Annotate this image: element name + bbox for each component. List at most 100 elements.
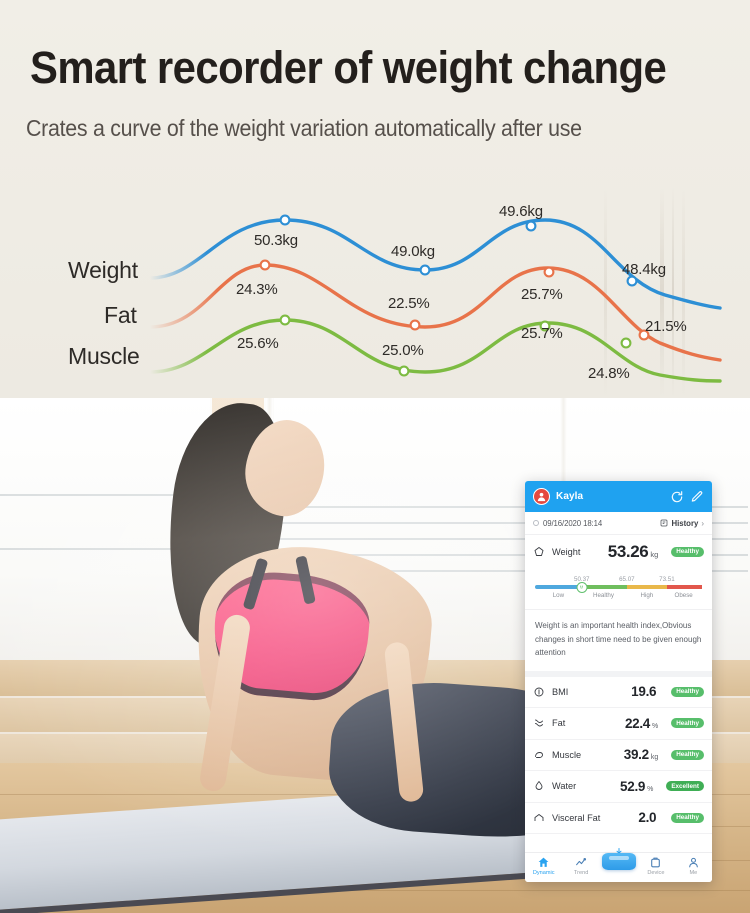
range-segment-healthy (581, 585, 627, 589)
clock-icon (533, 520, 539, 526)
nav-item-device[interactable]: Device (637, 856, 674, 876)
background-streak (682, 185, 685, 398)
photo-blind-slat (0, 494, 206, 496)
trend-icon (575, 856, 588, 869)
visceral-fat-icon (533, 812, 545, 824)
range-name-low: Low (552, 592, 565, 599)
nav-item-me[interactable]: Me (675, 856, 712, 876)
water-icon (533, 780, 545, 792)
metric-value-group: 39.2 kg (624, 747, 658, 762)
metric-unit: % (652, 722, 659, 730)
datapoint-label-weight-4: 48.4kg (622, 261, 666, 278)
app-bottom-nav: Dynamic Trend Device (525, 848, 712, 882)
page-title: Smart recorder of weight change (30, 42, 667, 93)
refresh-icon[interactable] (670, 490, 684, 504)
datapoint-label-fat-3: 25.7% (521, 286, 563, 303)
range-name-row: Low Healthy High Obese (535, 592, 702, 602)
metric-label: Muscle (552, 749, 582, 760)
metric-value: 39.2 (623, 747, 649, 763)
datapoint-label-weight-2: 49.0kg (391, 243, 435, 260)
metric-row-fat[interactable]: Fat 22.4 % Healthy (525, 708, 712, 740)
weight-unit: kg (650, 549, 659, 559)
hero-section: Smart recorder of weight change Crates a… (0, 0, 750, 398)
app-header: Kayla (525, 481, 712, 512)
person-icon (687, 856, 700, 869)
series-label-fat: Fat (104, 302, 137, 328)
metric-value: 22.4 (624, 715, 651, 731)
datapoint-label-muscle-4: 24.8% (588, 365, 630, 382)
series-label-muscle: Muscle (68, 343, 140, 369)
pencil-icon[interactable] (690, 490, 704, 504)
range-segment-high (626, 585, 667, 589)
device-icon (649, 856, 662, 869)
weight-range-bar: 50.37 65.07 73.51 Low Healthy High Obese (525, 568, 712, 610)
background-streak (660, 185, 664, 398)
avatar[interactable] (533, 488, 550, 505)
metric-unit: % (647, 785, 654, 793)
range-name-obese: Obese (674, 592, 693, 599)
nav-label: Me (689, 870, 698, 876)
photo-blind-slat (0, 548, 206, 550)
app-date-row: 09/16/2020 18:14 History › (525, 512, 712, 535)
metric-label: Fat (552, 718, 566, 729)
metric-value-group: 52.9 % (620, 779, 653, 794)
datapoint-label-weight-1: 50.3kg (254, 232, 298, 249)
range-tick-0: 50.37 (574, 576, 590, 583)
chevron-right-icon: › (701, 518, 704, 528)
range-tick-row: 50.37 65.07 73.51 (535, 576, 702, 585)
fat-icon (533, 717, 545, 729)
status-badge: Excellent (666, 781, 704, 792)
nav-item-trend[interactable]: Trend (562, 856, 599, 876)
metric-value-group: 2.0 (638, 810, 658, 825)
metric-value: 19.6 (631, 684, 657, 700)
metric-label: Visceral Fat (552, 812, 601, 823)
background-streak (672, 185, 674, 398)
nav-label: Trend (573, 870, 589, 876)
photo-blind-slat (278, 554, 748, 556)
range-bar-track[interactable] (535, 581, 702, 593)
app-date: 09/16/2020 18:14 (543, 518, 603, 528)
scale-icon (601, 853, 636, 870)
metric-row-water[interactable]: Water 52.9 % Excellent (525, 771, 712, 803)
range-name-high: High (640, 592, 654, 599)
smiley-marker-icon[interactable] (576, 581, 588, 593)
metric-row-bmi[interactable]: BMI 19.6 Healthy (525, 676, 712, 708)
datapoint-label-fat-1: 24.3% (236, 281, 278, 298)
weight-icon (533, 546, 545, 558)
metric-label: Water (552, 781, 577, 792)
chart-curves (148, 214, 722, 383)
metric-row-visceral-fat[interactable]: Visceral Fat 2.0 Healthy (525, 802, 712, 834)
metric-value-group: 22.4 % (625, 716, 658, 731)
status-badge: Healthy (671, 546, 704, 557)
background-streak (604, 185, 607, 398)
weight-value-group: 53.26 kg (608, 542, 658, 562)
history-button[interactable]: History › (660, 519, 704, 528)
weight-row[interactable]: Weight 53.26 kg Healthy (525, 535, 712, 568)
series-label-weight: Weight (68, 257, 138, 283)
scale-app-panel: Kayla 09/16/2020 18:14 History › (525, 481, 712, 882)
datapoint-label-muscle-2: 25.0% (382, 342, 424, 359)
weight-description: Weight is an important health index,Obvi… (525, 610, 712, 677)
history-label: History (671, 518, 699, 528)
photo-blind-slat (278, 538, 748, 540)
nav-item-dynamic[interactable]: Dynamic (525, 856, 562, 876)
metric-row-muscle[interactable]: Muscle 39.2 kg Healthy (525, 739, 712, 771)
bmi-icon (533, 686, 545, 698)
photo-blind-slat (278, 570, 748, 572)
metric-label: BMI (552, 686, 569, 697)
metric-value-group: 19.6 (631, 684, 658, 699)
page-subtitle: Crates a curve of the weight variation a… (26, 115, 582, 141)
status-badge: Healthy (671, 718, 704, 729)
datapoint-label-weight-3: 49.6kg (499, 203, 543, 220)
metric-unit: kg (650, 754, 659, 762)
range-tick-1: 65.07 (619, 576, 635, 583)
metric-value: 52.9 (620, 778, 646, 794)
photo-blind-slat (278, 506, 748, 508)
home-icon (537, 856, 550, 869)
muscle-icon (533, 749, 545, 761)
metric-value: 2.0 (638, 810, 657, 826)
range-name-healthy: Healthy (592, 592, 614, 599)
datapoint-label-fat-2: 22.5% (388, 295, 430, 312)
status-badge: Healthy (671, 686, 704, 697)
nav-label: Device (647, 870, 665, 876)
